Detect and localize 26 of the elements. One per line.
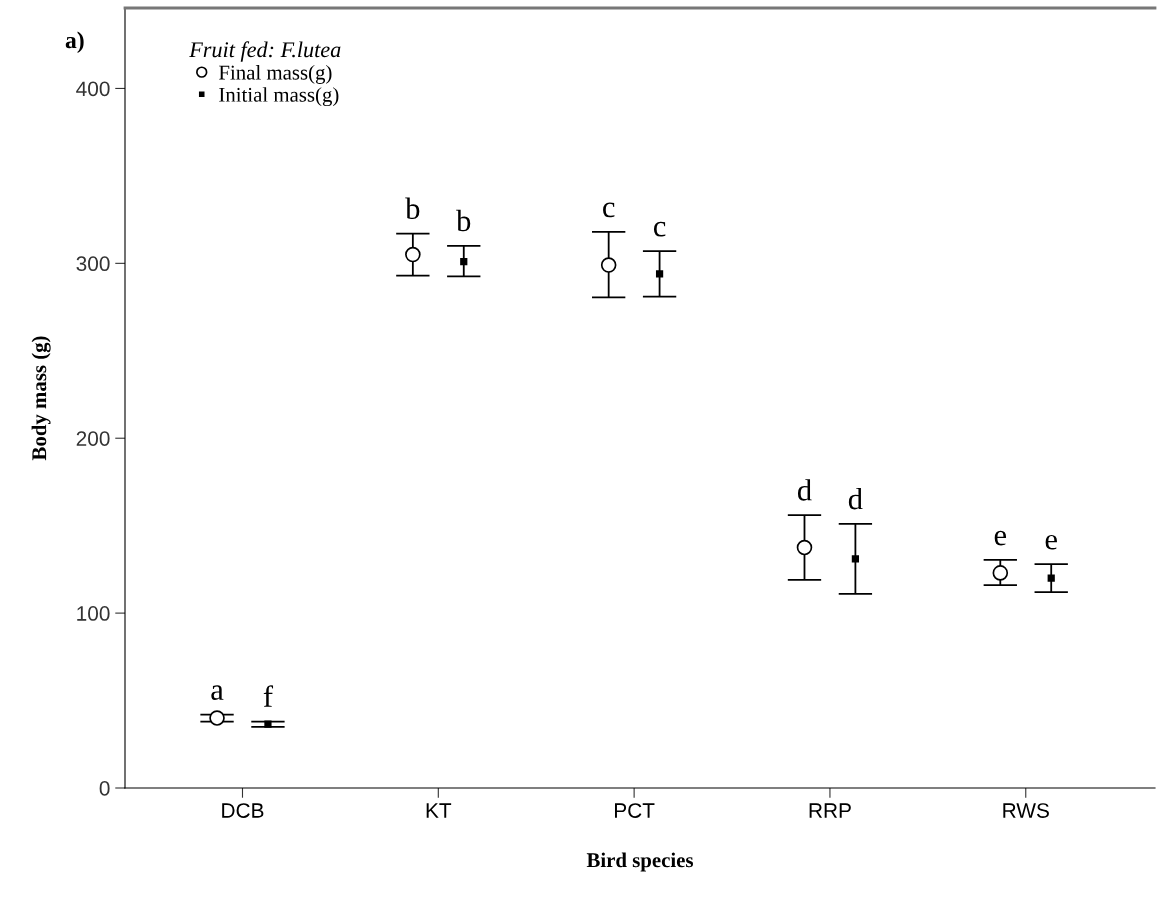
x-tick-label: RRP: [809, 803, 851, 818]
annotation: f: [263, 685, 274, 707]
y-tick-label: 300: [76, 256, 110, 272]
y-tick-label: 400: [76, 81, 110, 97]
legend-label: Initial mass(g): [219, 87, 339, 107]
annotation: e: [994, 530, 1007, 546]
y-tick-label: 0: [99, 781, 110, 796]
annotation: c: [603, 202, 615, 218]
annotation: b: [405, 197, 420, 220]
annotation: c: [653, 221, 666, 237]
annotation: a: [211, 685, 224, 701]
y-tick-label: 200: [76, 431, 110, 446]
x-tick-label: RWS: [1003, 803, 1049, 818]
annotation: d: [797, 479, 812, 501]
legend-label: Final mass(g): [219, 64, 332, 84]
x-axis-title: Bird species: [586, 852, 694, 872]
text: a): [65, 31, 84, 54]
x-tick-label: DCB: [222, 803, 264, 818]
y-tick-label: 100: [77, 606, 110, 621]
legend-title: Fruit fed: F.lutea: [189, 41, 341, 62]
annotation: b: [456, 209, 471, 232]
x-tick-label: KT: [426, 803, 452, 818]
annotation: d: [848, 487, 863, 510]
annotation: e: [1045, 534, 1057, 550]
x-tick-label: PCT: [615, 803, 655, 818]
y-axis-title: Body mass (g): [31, 336, 51, 461]
